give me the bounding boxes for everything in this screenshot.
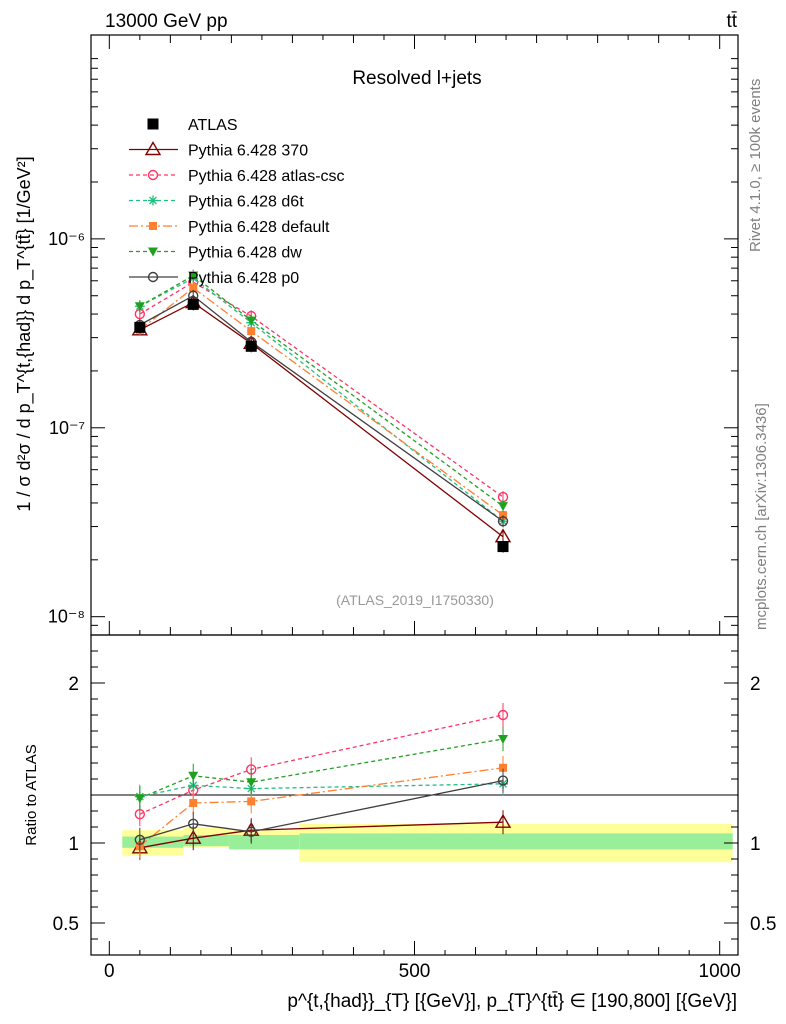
main-series-line [139, 287, 504, 516]
mcplots-label: mcplots.cern.ch [arXiv:1306.3436] [753, 403, 770, 630]
ratio-y-tick-label: 0.5 [53, 914, 79, 935]
chart-title: Resolved l+jets [352, 68, 481, 89]
legend-marker [148, 247, 158, 257]
ratio-series-line [139, 714, 504, 815]
ratio-data-point [494, 813, 512, 828]
ratio-data-point [247, 797, 256, 806]
legend-marker [147, 169, 159, 181]
ratio-data-point [134, 834, 146, 845]
main-data-point [245, 340, 257, 352]
main-data-point [134, 302, 145, 312]
ratio-series-line [139, 767, 504, 847]
main-series-line [139, 274, 504, 507]
analysis-tag: (ATLAS_2019_I1750330) [336, 592, 494, 608]
legend-marker [149, 222, 157, 230]
ratio-series-line [139, 738, 504, 799]
ratio-series-line [139, 779, 504, 841]
ratio-series-line [139, 821, 504, 849]
legend-label: Pythia 6.428 dw [188, 245, 302, 262]
legend-marker [144, 141, 162, 156]
beam-label: 13000 GeV pp [105, 11, 228, 32]
ratio-y-tick-label: 1 [68, 834, 79, 855]
x-axis-label: p^{t,{had}}_{T} [{GeV}], p_{T}^{tt̄} ∈ [… [287, 991, 737, 1012]
stat-uncertainty-band [299, 833, 733, 850]
ratio-y-tick-label-right: 1 [750, 834, 761, 855]
ratio-data-point [134, 794, 145, 804]
ratio-series-layer [131, 703, 512, 860]
stat-uncertainty-band [183, 835, 230, 847]
ratio-data-point [188, 771, 199, 781]
legend-label: Pythia 6.428 atlas-csc [188, 168, 345, 185]
legend-label: Pythia 6.428 d6t [188, 194, 304, 211]
main-series-line [139, 301, 504, 538]
uncertainty-bands [122, 823, 733, 863]
ratio-y-axis-label: Ratio to ATLAS [23, 744, 40, 845]
ratio-panel: 0.5 0.5 1 1 2 2 0 500 1000 Ratio to ATLAS p^{t,… [23, 35, 776, 1012]
ratio-data-point [185, 829, 202, 844]
legend-label: ATLAS [188, 117, 238, 134]
main-y-axis-label: 1 / σ d²σ / d p_T^{t,{had}} d p_T^{tt̄} … [14, 156, 35, 511]
main-data-point [246, 316, 257, 326]
process-label: tt̄ [726, 11, 737, 32]
ratio-series-line [139, 783, 504, 798]
ratio-data-point [246, 826, 257, 837]
ratio-y-axis: 0.5 0.5 1 1 2 2 [53, 650, 776, 940]
rivet-label: Rivet 4.1.0, ≥ 100k events [747, 79, 764, 252]
x-tick-label: 1000 [699, 961, 741, 982]
main-data-point [188, 271, 199, 281]
main-data-point [497, 541, 509, 553]
ratio-data-point [188, 818, 199, 829]
main-series-line [139, 281, 504, 498]
legend: ATLAS Pythia 6.428 370 Pythia 6.428 atlas-… [129, 117, 345, 287]
x-tick-label: 500 [399, 961, 431, 982]
main-data-point [134, 321, 146, 333]
ratio-data-point [246, 778, 257, 788]
main-y-tick-label: 10⁻⁷ [49, 418, 85, 438]
ratio-data-point [497, 775, 509, 786]
main-y-tick-label: 10⁻⁸ [48, 607, 85, 627]
legend-label: Pythia 6.428 370 [188, 143, 308, 160]
legend-marker [147, 271, 159, 283]
ratio-y-tick-label-right: 2 [750, 674, 761, 695]
main-data-point [187, 298, 199, 310]
main-panel: 10⁻⁸ 10⁻⁷ 10⁻⁶ Resolved l+jets (ATLAS_2019… [14, 34, 739, 636]
ratio-data-point [497, 709, 509, 721]
stat-uncertainty-band [122, 836, 184, 848]
main-data-point [499, 511, 508, 520]
x-axis: 0 500 1000 [104, 35, 741, 982]
main-series-line [139, 277, 504, 522]
ratio-y-tick-label: 2 [68, 674, 79, 695]
main-data-point [498, 502, 509, 512]
ratio-y-tick-label-right: 0.5 [750, 914, 776, 935]
stat-uncertainty-band [229, 835, 300, 850]
legend-label: Pythia 6.428 default [188, 219, 330, 236]
main-y-tick-label: 10⁻⁶ [48, 229, 85, 249]
main-data-point [497, 516, 509, 527]
main-series-layer [131, 269, 512, 553]
legend-marker [147, 118, 159, 130]
ratio-data-point [498, 735, 509, 744]
main-data-point [247, 327, 256, 336]
legend-marker [148, 195, 158, 206]
main-y-axis: 10⁻⁸ 10⁻⁷ 10⁻⁶ [48, 58, 738, 636]
main-data-point [189, 283, 198, 292]
ratio-data-point [189, 799, 198, 807]
legend-label: Pythia 6.428 p0 [188, 270, 299, 287]
main-series-line [139, 294, 504, 522]
x-tick-label: 0 [104, 961, 115, 982]
ratio-data-point [499, 763, 508, 772]
